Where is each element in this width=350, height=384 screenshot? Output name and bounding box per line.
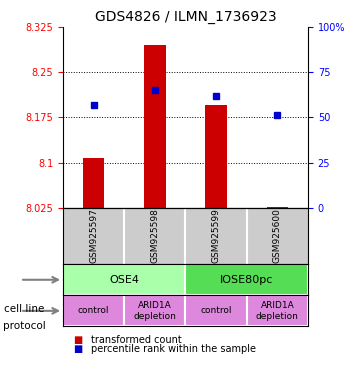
Bar <box>83 158 104 208</box>
Bar <box>144 45 166 208</box>
Text: GSM925598: GSM925598 <box>150 209 159 263</box>
FancyBboxPatch shape <box>186 295 247 326</box>
Text: control: control <box>78 306 109 315</box>
FancyBboxPatch shape <box>186 264 308 295</box>
Text: ARID1A
depletion: ARID1A depletion <box>256 301 299 321</box>
Text: GSM925600: GSM925600 <box>273 209 282 263</box>
Title: GDS4826 / ILMN_1736923: GDS4826 / ILMN_1736923 <box>95 10 276 25</box>
Text: IOSE80pc: IOSE80pc <box>220 275 273 285</box>
Text: percentile rank within the sample: percentile rank within the sample <box>91 344 256 354</box>
Bar <box>267 207 288 208</box>
Text: ARID1A
depletion: ARID1A depletion <box>133 301 176 321</box>
Bar <box>205 105 227 208</box>
Text: protocol: protocol <box>4 321 46 331</box>
Text: ■: ■ <box>74 335 83 345</box>
FancyBboxPatch shape <box>247 295 308 326</box>
Text: transformed count: transformed count <box>91 335 182 345</box>
Text: control: control <box>200 306 232 315</box>
Text: ■: ■ <box>74 344 83 354</box>
Text: cell line: cell line <box>4 304 44 314</box>
Text: OSE4: OSE4 <box>109 275 139 285</box>
FancyBboxPatch shape <box>63 264 186 295</box>
FancyBboxPatch shape <box>124 295 186 326</box>
FancyBboxPatch shape <box>63 295 124 326</box>
Text: GSM925599: GSM925599 <box>212 209 220 263</box>
Text: GSM925597: GSM925597 <box>89 209 98 263</box>
